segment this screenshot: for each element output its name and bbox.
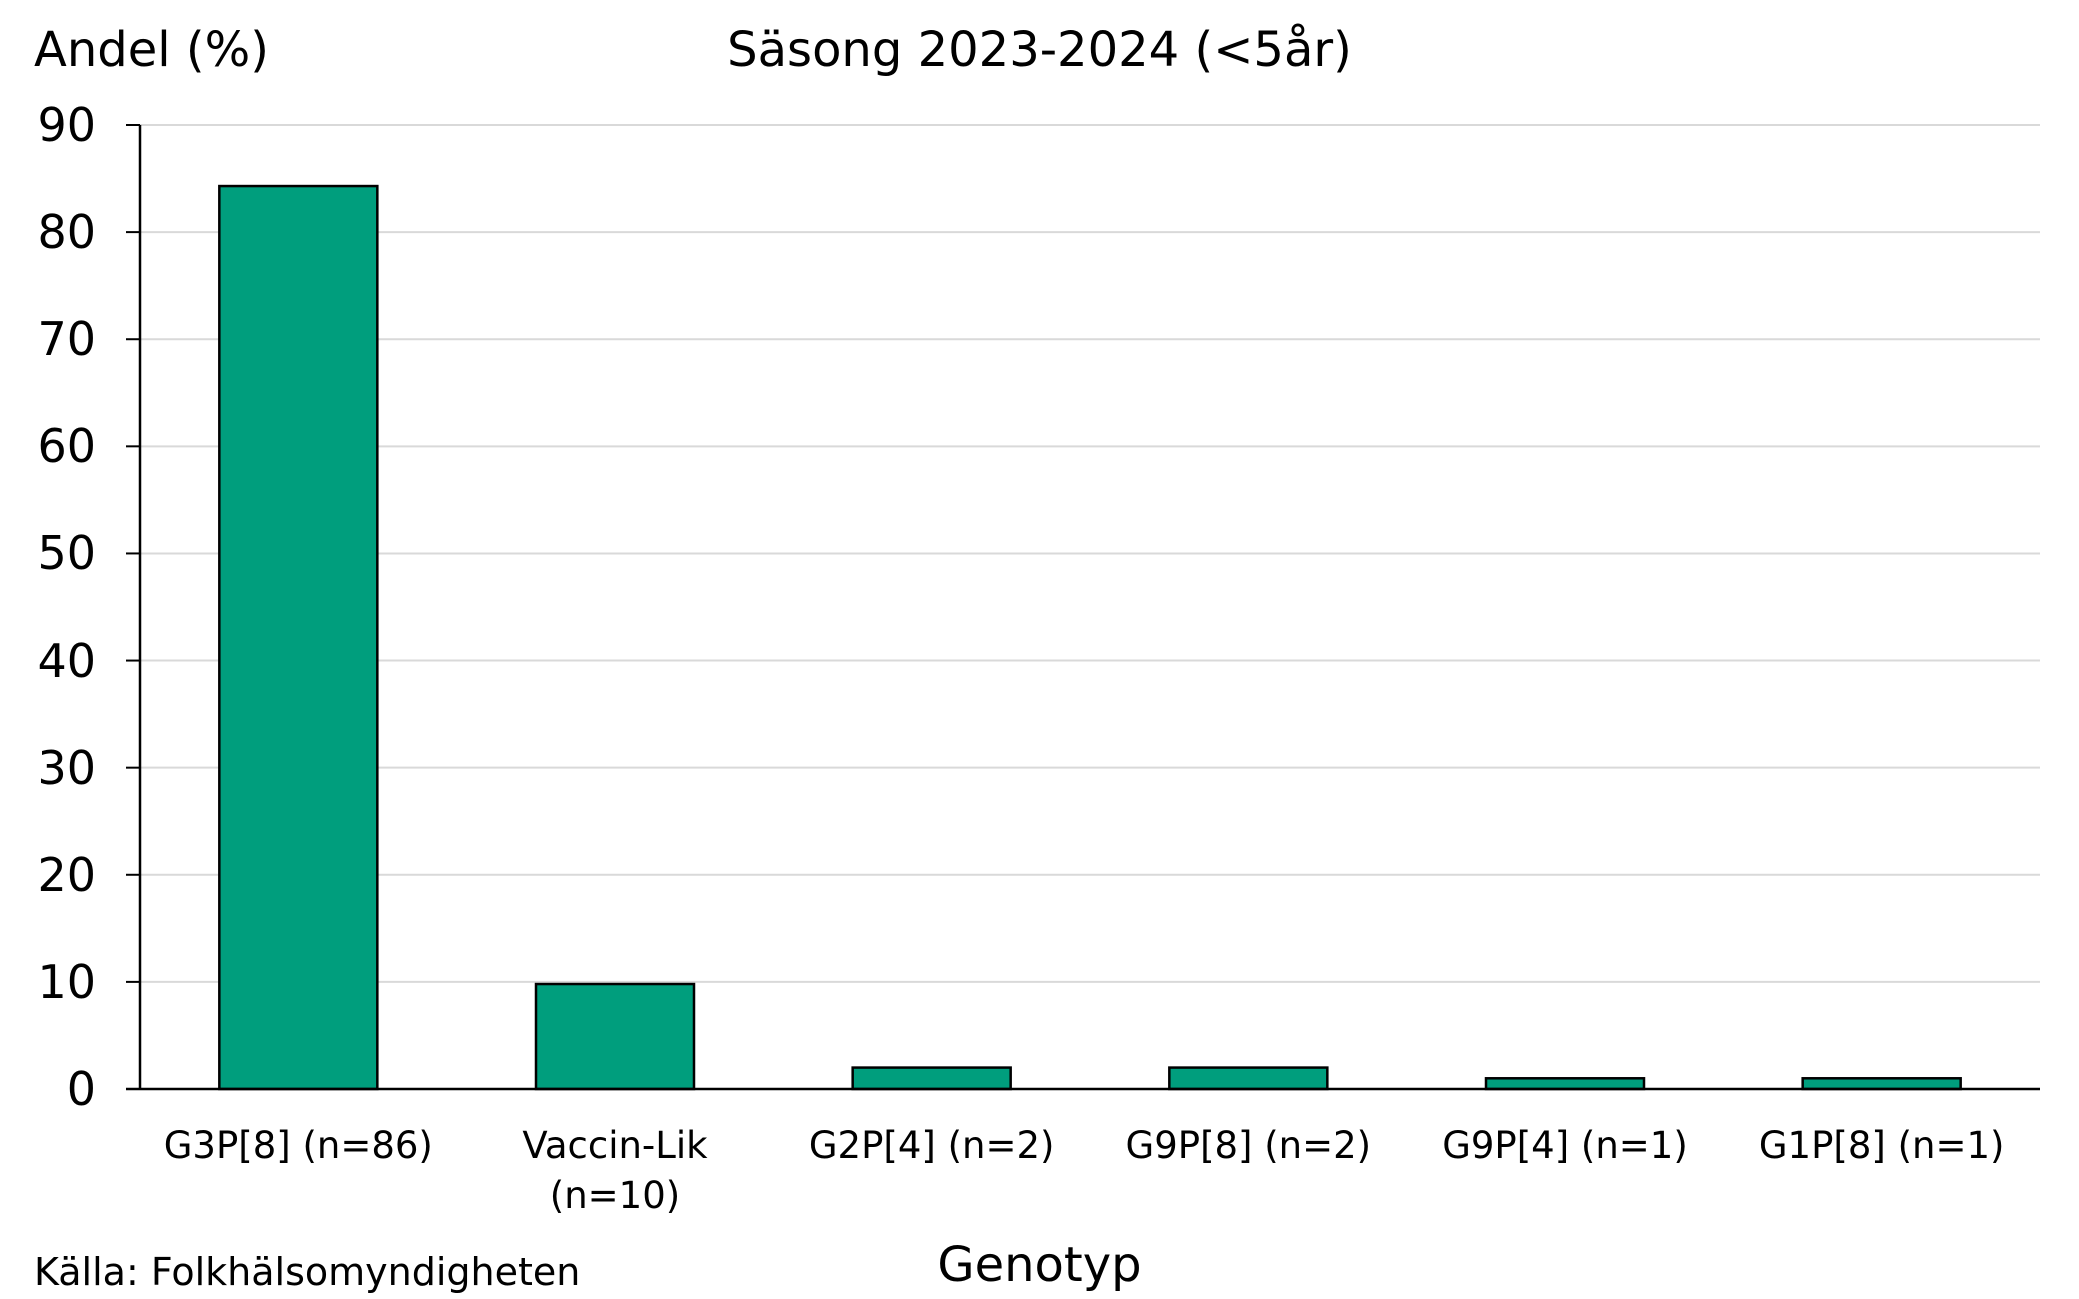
x-tick-label: G9P[8] (n=2) [1125,1124,1372,1167]
x-tick-label: Vaccin-Lik (n=10) [522,1124,708,1217]
x-tick-label: G9P[4] (n=1) [1442,1124,1688,1167]
y-tick-label: 10 [37,954,96,1009]
x-tick-label: G3P[8] (n=86) [163,1124,433,1167]
x-tick-label: G2P[4] (n=2) [808,1124,1055,1167]
bar [1484,1077,1646,1091]
y-tick-label: 30 [37,740,96,795]
y-tick-label: 20 [37,847,96,902]
y-tick-label: 70 [37,312,96,367]
chart-title: Säsong 2023-2024 (<5år) [727,22,1352,78]
y-tick-label: 60 [37,419,96,474]
y-tick-label: 50 [37,526,96,581]
y-tick-label: 80 [37,205,96,260]
bar [851,1066,1012,1091]
y-axis-label: Andel (%) [34,22,269,78]
x-tick-label: G1P[8] (n=1) [1758,1124,2005,1167]
y-tick-label: 40 [37,633,96,688]
bar [1168,1066,1329,1091]
bar [534,982,696,1091]
bar [1801,1077,1962,1091]
source-note: Källa: Folkhälsomyndigheten [34,1250,581,1294]
y-tick-label: 90 [37,98,96,152]
bar [218,184,379,1091]
x-axis-label: Genotyp [937,1237,1142,1293]
y-tick-label: 0 [66,1062,96,1116]
